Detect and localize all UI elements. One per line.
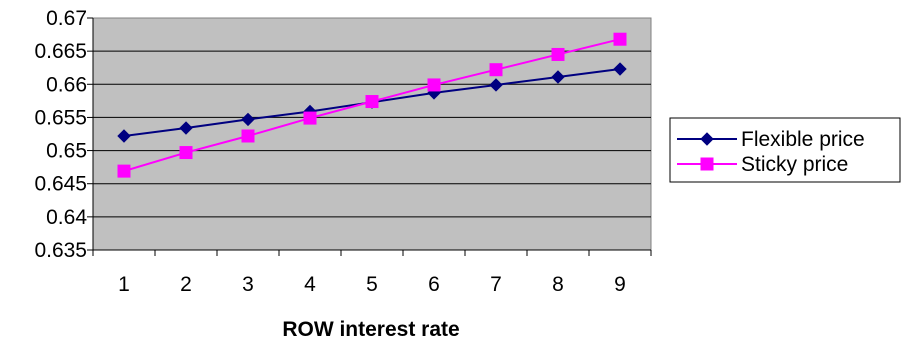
data-point: [613, 62, 627, 76]
x-tick-label: 1: [118, 273, 130, 296]
legend-swatch-marker: [700, 157, 714, 171]
data-point: [489, 78, 503, 92]
data-point: [179, 121, 193, 135]
y-tick-label: 0.67: [46, 7, 87, 30]
x-tick-label: 7: [490, 273, 502, 296]
y-tick-label: 0.66: [46, 73, 87, 96]
x-tick-label: 2: [180, 273, 192, 296]
x-tick-label: 5: [366, 273, 378, 296]
x-axis-title: ROW interest rate: [282, 318, 459, 341]
data-point: [117, 129, 131, 143]
y-tick-label: 0.645: [34, 173, 87, 196]
data-point: [551, 70, 565, 84]
data-point: [303, 111, 317, 125]
data-point: [489, 63, 503, 77]
legend-swatch-marker: [700, 132, 714, 146]
y-tick-label: 0.635: [34, 239, 87, 262]
x-tick-label: 4: [304, 273, 316, 296]
x-tick-label: 9: [614, 273, 626, 296]
legend-label: Sticky price: [741, 153, 848, 176]
legend-label: Flexible price: [741, 128, 865, 151]
legend-box: [669, 117, 901, 183]
series-2: [117, 32, 627, 178]
x-tick-label: 8: [552, 273, 564, 296]
y-tick-label: 0.665: [34, 40, 87, 63]
data-point: [241, 112, 255, 127]
data-point: [179, 146, 193, 160]
data-point: [117, 164, 131, 178]
data-point: [365, 95, 379, 109]
x-tick-label: 3: [242, 273, 254, 296]
y-tick-label: 0.655: [34, 106, 87, 129]
legend-item-2: Sticky price: [677, 153, 848, 176]
y-tick-label: 0.65: [46, 140, 87, 163]
y-tick-label: 0.64: [46, 206, 87, 229]
data-point: [551, 47, 565, 61]
data-point: [613, 32, 627, 46]
data-point: [241, 129, 255, 143]
data-point: [427, 78, 441, 92]
legend-item-1: Flexible price: [677, 128, 865, 151]
x-tick-label: 6: [428, 273, 440, 296]
